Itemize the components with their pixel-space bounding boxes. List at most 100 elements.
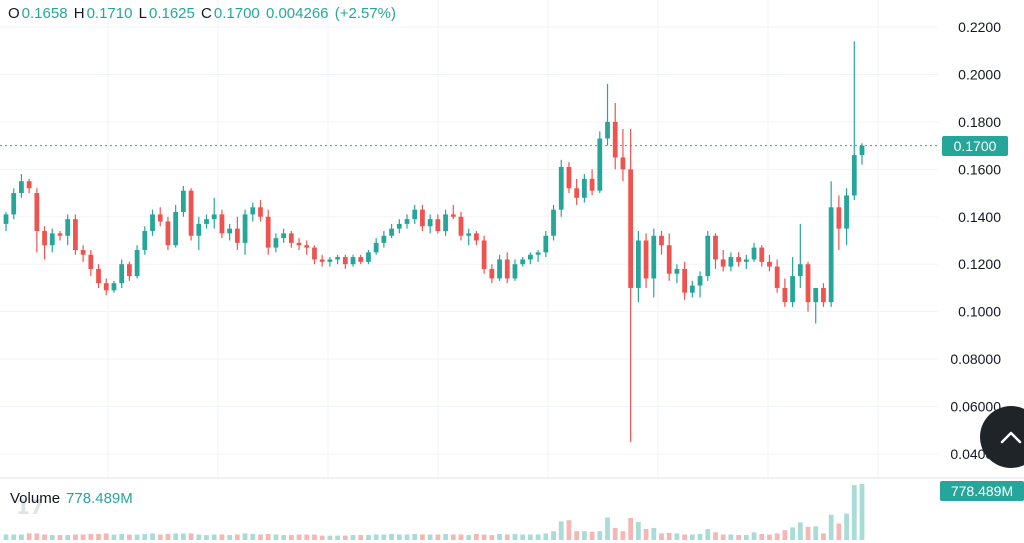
volume-bar [643,529,649,540]
candle-body [227,228,233,234]
candle-body [96,268,101,284]
candle-body [327,259,333,262]
close-value: 0.1700 [213,5,260,22]
chart-grid [0,0,938,478]
candle-body [443,214,448,232]
volume-value: 778.489M [66,490,133,507]
change-value: 0.004266 [265,5,329,22]
candle-body [312,247,317,260]
volume-bar [535,534,541,540]
volume-bar [689,534,695,540]
candle-body [743,259,749,262]
candle-body [705,235,711,277]
volume-legend: Volume 778.489M [10,490,133,507]
ohlc-legend: O 0.1658 H 0.1710 L 0.1625 C 0.1700 0.004266… [8,5,398,22]
volume-bar [234,534,240,540]
candle-body [42,231,47,246]
volume-bar [651,527,657,540]
volume-bar [227,535,233,540]
candle-body [767,261,772,267]
candle-body [528,254,533,260]
volume-bar [258,534,263,540]
chevron-up-icon [1000,431,1022,444]
candle-body [520,259,526,265]
volume-bar [49,535,55,540]
candle-body [659,235,664,246]
volume-bar [743,535,749,540]
candle-body [11,193,17,215]
candle-body [150,214,155,232]
candle-body [335,257,340,260]
volume-bar [605,517,610,540]
volume-bar [728,534,734,540]
volume-bar [512,533,518,540]
volume-bar [157,534,163,540]
volume-bar [682,534,688,540]
high-value: 0.1710 [86,5,133,22]
volume-bar [520,534,526,540]
change-percent: (+2.57%) [334,5,396,22]
candle-body [404,219,410,224]
candle-body [373,242,379,253]
candle-body [242,214,248,243]
candle-body [258,207,263,217]
candle-body [844,195,849,229]
volume-bar [396,534,402,540]
candle-body [682,268,688,293]
candle-body [196,223,202,236]
volume-bar [504,534,510,540]
candle-body [165,221,171,246]
candle-body [281,233,287,239]
candle-body [204,219,209,224]
candle-body [57,233,63,236]
volume-bar [697,533,703,540]
candle-body [821,287,826,303]
candle-body [689,285,695,293]
volume-bar [134,534,140,540]
volume-bar [65,535,71,540]
volume-bar [844,513,849,540]
open-label: O [8,5,20,22]
volume-bar [389,533,394,540]
volume-bar [119,533,125,540]
candle-body [73,219,78,250]
volume-bar [420,534,425,540]
volume-bar [489,535,495,540]
volume-bar [543,533,549,540]
candle-body [728,257,734,267]
candles [3,41,865,443]
candle-body [466,233,472,236]
candle-body [3,214,9,224]
candle-body [273,238,279,248]
candle-body [19,181,24,194]
candle-body [366,252,371,262]
candle-body [412,209,418,220]
candle-body [88,254,94,269]
candle-body [319,259,325,262]
volume-bar [659,533,664,540]
candle-body [558,166,564,210]
volume-bar [458,534,464,540]
candle-body [643,240,649,279]
candle-body [49,233,55,246]
close-label: C [201,5,212,22]
candle-body [851,155,857,196]
tradingview-logo-icon: 17 [16,495,44,519]
candle-body [635,240,641,288]
scroll-to-top-button[interactable] [980,406,1024,468]
volume-bar [281,535,287,540]
candle-body [543,235,549,253]
volume-bar [204,535,209,540]
volume-tag: 778.489M [940,481,1024,501]
volume-bar [196,534,202,540]
candle-body [759,247,765,262]
volume-bar [566,520,572,540]
candle-body [782,287,788,303]
volume-bar [859,484,865,540]
volume-bar [828,514,834,540]
volume-bar [759,533,765,540]
candle-body [628,169,634,288]
candle-body [805,264,811,303]
volume-bar [242,533,248,540]
